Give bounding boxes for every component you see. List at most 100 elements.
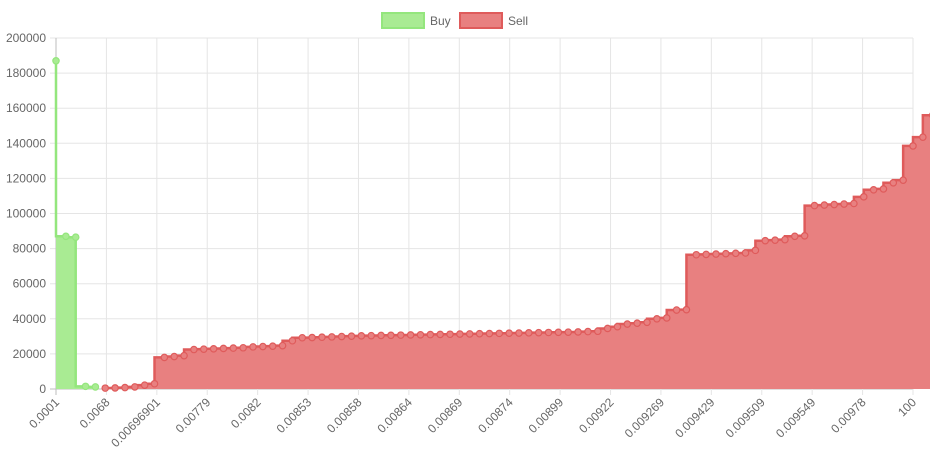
sell-series-point[interactable]: [447, 331, 453, 337]
sell-series-point[interactable]: [526, 330, 532, 336]
sell-series-point[interactable]: [309, 334, 315, 340]
sell-series-point[interactable]: [329, 334, 335, 340]
buy-series-point[interactable]: [63, 233, 69, 239]
series-layer: [53, 58, 930, 392]
sell-series-point[interactable]: [348, 333, 354, 339]
buy-series-point[interactable]: [82, 383, 88, 389]
sell-series-point[interactable]: [516, 330, 522, 336]
y-tick-label: 20000: [13, 347, 47, 361]
sell-series-point[interactable]: [792, 233, 798, 239]
sell-series-point[interactable]: [782, 236, 788, 242]
sell-series-point[interactable]: [486, 330, 492, 336]
buy-series-point[interactable]: [73, 234, 79, 240]
sell-series-point[interactable]: [496, 330, 502, 336]
sell-series-point[interactable]: [112, 385, 118, 391]
sell-series-point[interactable]: [240, 345, 246, 351]
sell-series-point[interactable]: [210, 346, 216, 352]
sell-series-point[interactable]: [260, 343, 266, 349]
sell-series-point[interactable]: [181, 352, 187, 358]
sell-series-point[interactable]: [506, 330, 512, 336]
sell-series-point[interactable]: [220, 345, 226, 351]
buy-series-point[interactable]: [53, 58, 59, 64]
sell-series-point[interactable]: [870, 187, 876, 193]
sell-series-point[interactable]: [122, 384, 128, 390]
sell-series-point[interactable]: [634, 320, 640, 326]
sell-series-point[interactable]: [900, 177, 906, 183]
sell-series-point[interactable]: [201, 346, 207, 352]
sell-series-point[interactable]: [555, 329, 561, 335]
sell-series-point[interactable]: [427, 331, 433, 337]
legend-item-buy[interactable]: Buy: [382, 13, 451, 28]
sell-series-point[interactable]: [437, 331, 443, 337]
legend-item-sell[interactable]: Sell: [460, 13, 528, 28]
sell-series-point[interactable]: [703, 251, 709, 257]
sell-series-point[interactable]: [742, 250, 748, 256]
sell-series-point[interactable]: [161, 354, 167, 360]
sell-series-point[interactable]: [654, 316, 660, 322]
sell-series-point[interactable]: [151, 381, 157, 387]
sell-series-point[interactable]: [319, 334, 325, 340]
sell-series-point[interactable]: [171, 353, 177, 359]
sell-series-point[interactable]: [398, 332, 404, 338]
sell-series-point[interactable]: [565, 329, 571, 335]
sell-series-point[interactable]: [457, 331, 463, 337]
sell-series-point[interactable]: [467, 331, 473, 337]
x-tick-label: 0.00874: [475, 395, 516, 436]
sell-series-point[interactable]: [102, 385, 108, 391]
sell-series-point[interactable]: [545, 329, 551, 335]
sell-series-point[interactable]: [270, 343, 276, 349]
sell-series-point[interactable]: [831, 201, 837, 207]
sell-series-point[interactable]: [407, 332, 413, 338]
sell-series-point[interactable]: [861, 194, 867, 200]
sell-series-point[interactable]: [801, 233, 807, 239]
sell-series-point[interactable]: [417, 332, 423, 338]
sell-series-point[interactable]: [723, 250, 729, 256]
sell-series-point[interactable]: [250, 344, 256, 350]
sell-series-point[interactable]: [141, 382, 147, 388]
sell-series-point[interactable]: [910, 143, 916, 149]
legend[interactable]: Buy Sell: [382, 13, 528, 28]
sell-series-point[interactable]: [476, 331, 482, 337]
sell-series-point[interactable]: [683, 306, 689, 312]
legend-swatch-buy[interactable]: [382, 13, 424, 28]
x-tick-label: 0.00899: [526, 395, 567, 436]
sell-series-point[interactable]: [595, 328, 601, 334]
sell-series-point[interactable]: [673, 307, 679, 313]
sell-series-point[interactable]: [732, 250, 738, 256]
sell-series-point[interactable]: [851, 200, 857, 206]
sell-series-point[interactable]: [191, 346, 197, 352]
legend-label-buy[interactable]: Buy: [430, 14, 451, 28]
sell-series-point[interactable]: [299, 335, 305, 341]
legend-label-sell[interactable]: Sell: [508, 14, 528, 28]
sell-series-point[interactable]: [289, 338, 295, 344]
sell-series-point[interactable]: [614, 324, 620, 330]
sell-series-point[interactable]: [358, 333, 364, 339]
sell-series-point[interactable]: [279, 342, 285, 348]
sell-series-point[interactable]: [535, 329, 541, 335]
sell-series-point[interactable]: [132, 384, 138, 390]
sell-series-point[interactable]: [762, 238, 768, 244]
sell-series-point[interactable]: [772, 237, 778, 243]
legend-swatch-sell[interactable]: [460, 13, 502, 28]
sell-series-point[interactable]: [585, 328, 591, 334]
sell-series-point[interactable]: [575, 329, 581, 335]
sell-series-point[interactable]: [644, 319, 650, 325]
sell-series-point[interactable]: [713, 251, 719, 257]
sell-series-point[interactable]: [378, 332, 384, 338]
sell-series-point[interactable]: [664, 315, 670, 321]
sell-series-point[interactable]: [693, 252, 699, 258]
sell-series-point[interactable]: [841, 201, 847, 207]
sell-series-point[interactable]: [230, 345, 236, 351]
sell-series-point[interactable]: [338, 333, 344, 339]
sell-series-point[interactable]: [752, 247, 758, 253]
sell-series-point[interactable]: [388, 332, 394, 338]
sell-series-point[interactable]: [890, 180, 896, 186]
sell-series-point[interactable]: [624, 321, 630, 327]
sell-series-point[interactable]: [604, 325, 610, 331]
buy-series-point[interactable]: [92, 384, 98, 390]
sell-series-point[interactable]: [368, 332, 374, 338]
sell-series-point[interactable]: [920, 134, 926, 140]
sell-series-point[interactable]: [880, 186, 886, 192]
sell-series-point[interactable]: [821, 202, 827, 208]
sell-series-point[interactable]: [811, 202, 817, 208]
